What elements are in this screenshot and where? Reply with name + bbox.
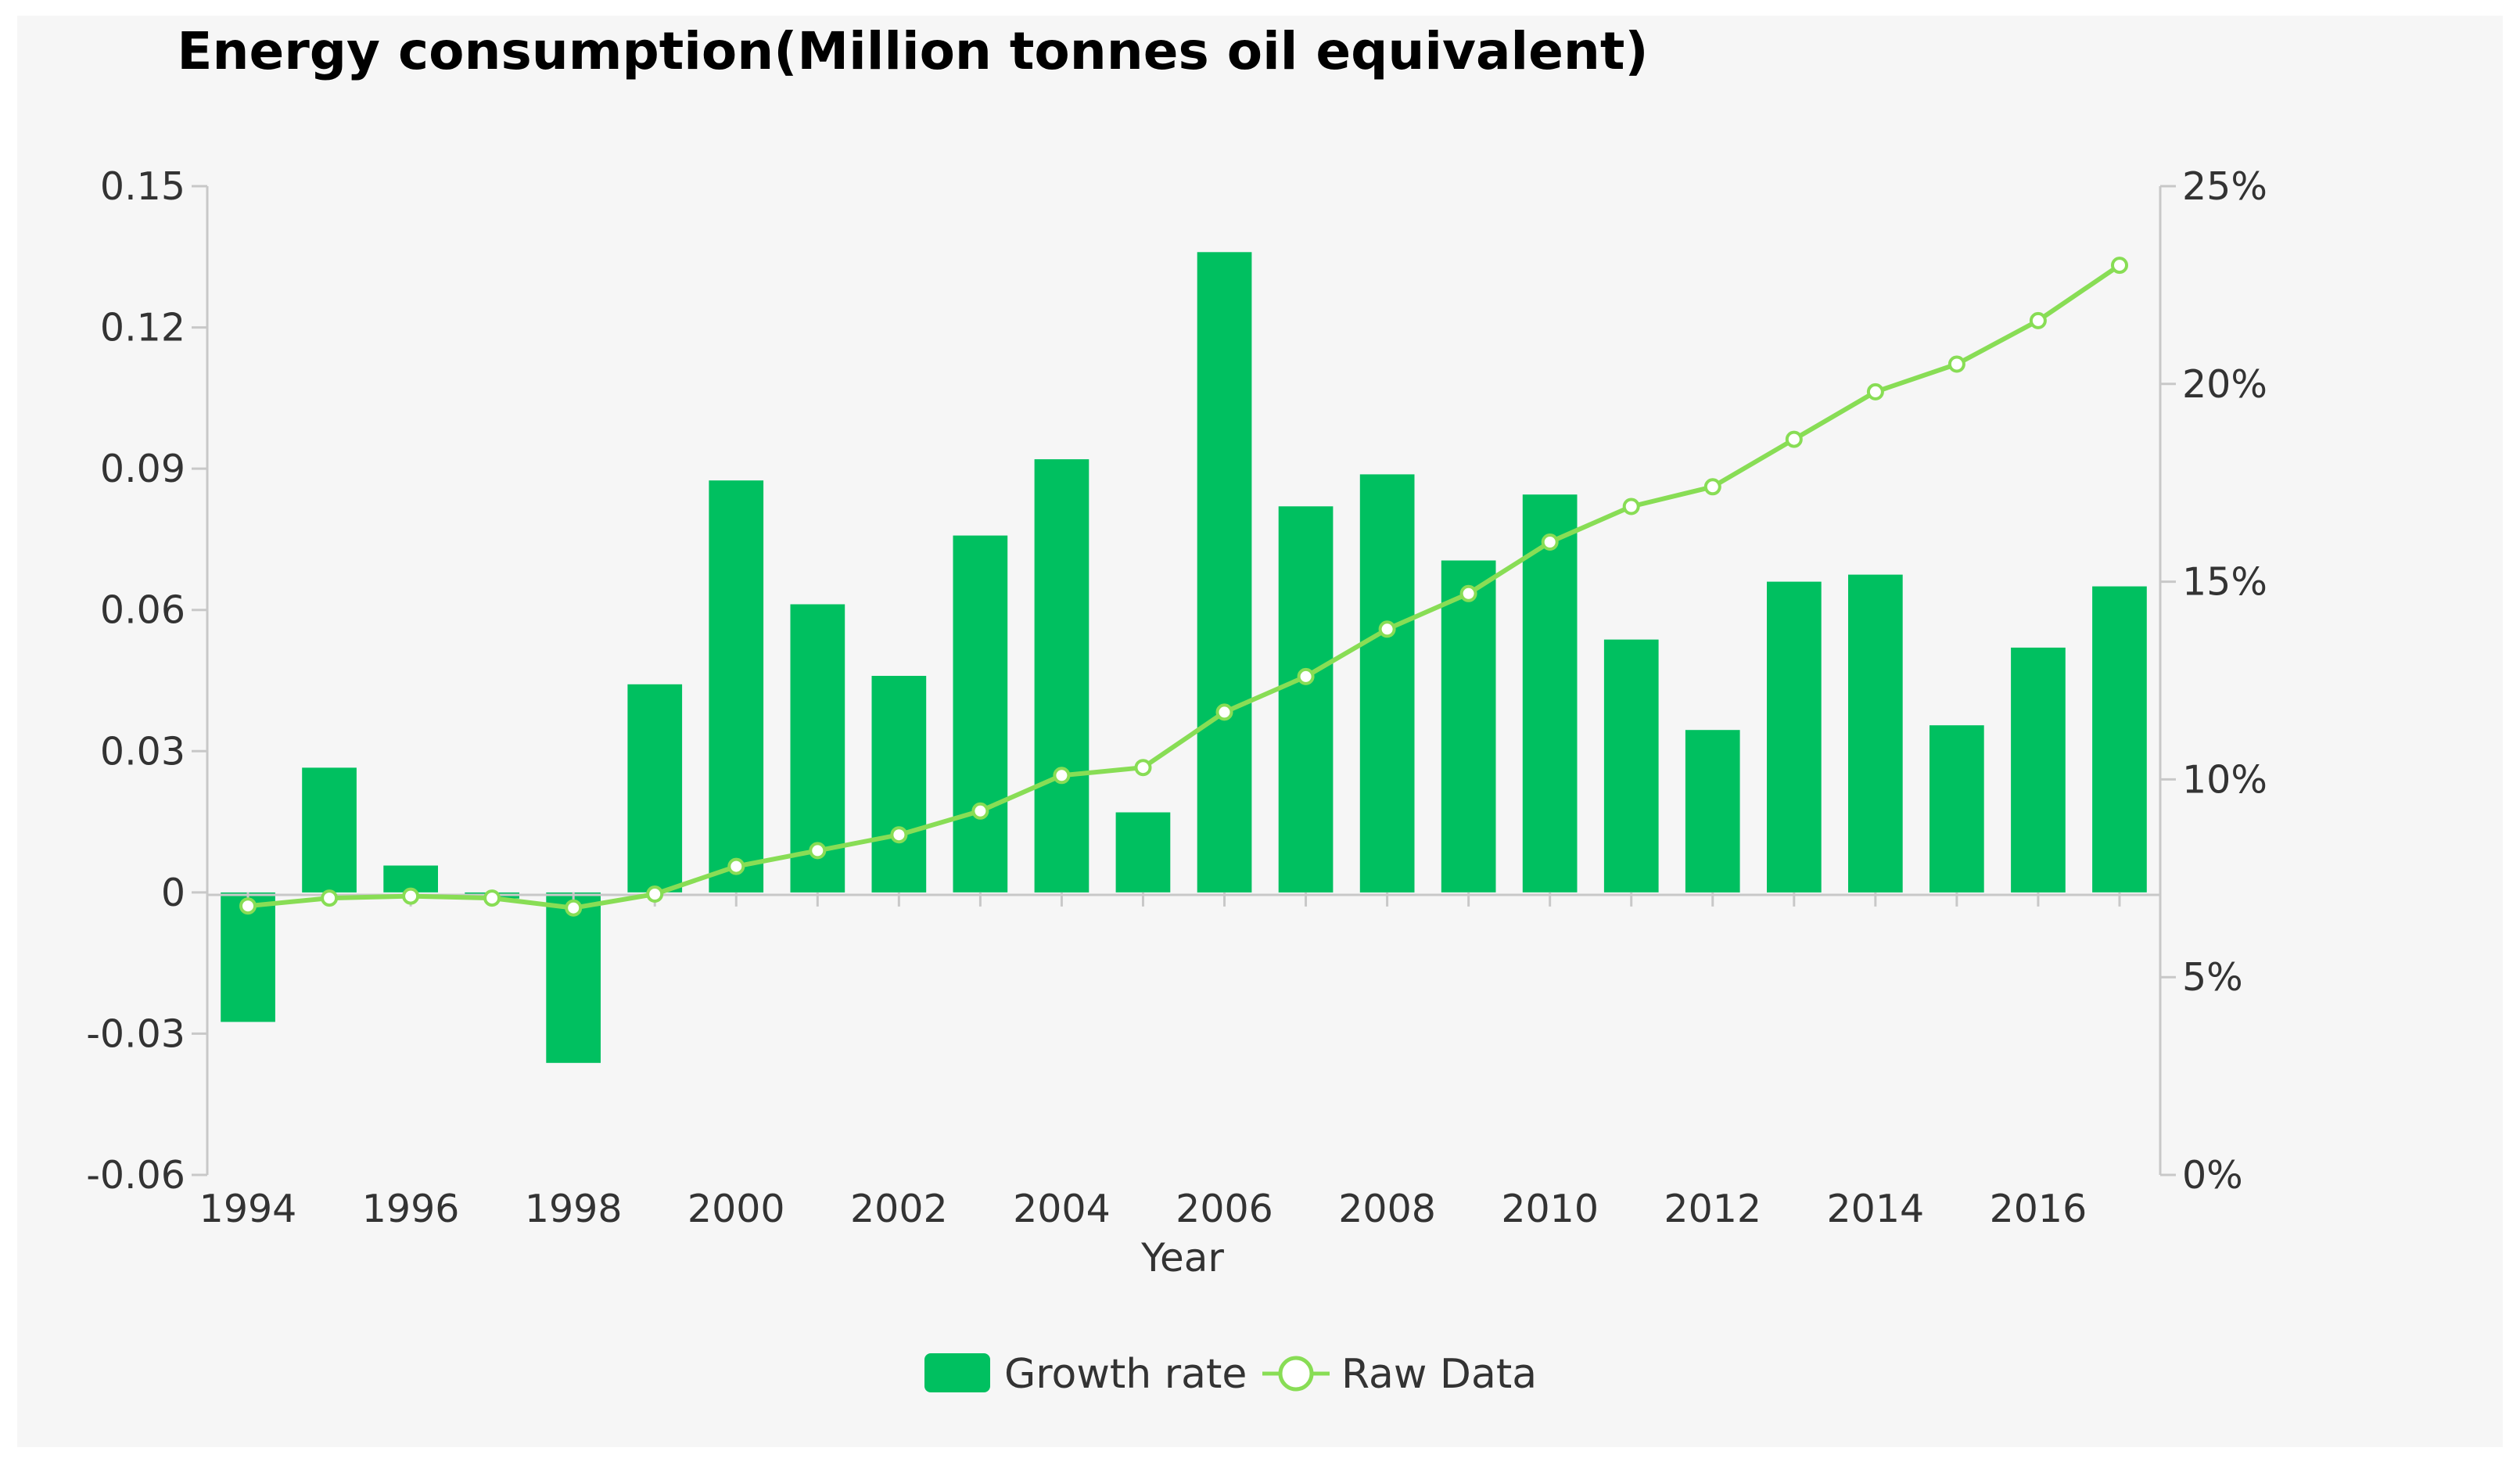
raw-data-point-2011	[1622, 498, 1640, 515]
bar-1995	[302, 767, 357, 893]
raw-data-point-2012	[1703, 478, 1721, 496]
left-tick-label: -0.03	[86, 1011, 185, 1056]
raw-data-point-1995	[321, 889, 339, 907]
legend-swatch-growth-rate	[924, 1353, 990, 1392]
right-tick-label: 5%	[2182, 955, 2243, 1000]
x-tick-label: 2006	[1176, 1187, 1273, 1231]
raw-data-point-2001	[809, 842, 827, 860]
bar-2016	[2011, 647, 2066, 893]
right-tick-label: 10%	[2182, 757, 2267, 802]
raw-data-point-2000	[727, 857, 745, 875]
raw-data-point-2008	[1378, 620, 1396, 638]
left-tick-label: 0.12	[100, 306, 185, 350]
x-axis-title: Year	[1140, 1235, 1224, 1281]
legend-marker-raw-data	[1278, 1356, 1314, 1392]
raw-data-point-2005	[1134, 759, 1152, 777]
raw-data-point-2010	[1541, 533, 1559, 551]
x-tick-label: 2010	[1501, 1187, 1599, 1231]
chart-container: Energy consumption(Million tonnes oil eq…	[17, 16, 2503, 1447]
x-tick-label: 2004	[1013, 1187, 1111, 1231]
x-tick-label: 2000	[687, 1187, 785, 1231]
raw-data-point-2016	[2029, 311, 2047, 329]
bar-2011	[1603, 639, 1659, 893]
raw-data-line-series	[239, 257, 2128, 917]
raw-data-point-1997	[483, 889, 501, 907]
left-tick-label: 0.15	[100, 164, 185, 209]
raw-data-point-2013	[1785, 430, 1803, 448]
raw-data-point-2002	[890, 826, 908, 844]
left-tick-label: 0.09	[100, 447, 185, 491]
x-tick-label: 1998	[525, 1187, 623, 1231]
raw-data-point-2003	[971, 802, 989, 820]
bar-2017	[2092, 586, 2147, 893]
right-tick-label: 0%	[2182, 1153, 2243, 1198]
bar-2004	[1034, 459, 1089, 893]
bar-2015	[1929, 725, 1984, 893]
left-tick-label: 0	[161, 871, 185, 915]
left-tick-label: -0.06	[86, 1153, 185, 1198]
right-y-ticks: 25% 20% 15% 10% 5% 0%	[2160, 164, 2267, 1198]
legend-item-raw-data[interactable]: Raw Data	[1262, 1351, 1537, 1398]
raw-data-point-1999	[646, 885, 664, 903]
x-tick-label: 2008	[1338, 1187, 1436, 1231]
bar-2013	[1767, 581, 1822, 893]
bar-2014	[1848, 574, 1903, 893]
raw-data-point-2015	[1947, 355, 1965, 373]
right-tick-label: 20%	[2182, 362, 2267, 407]
raw-data-point-2004	[1053, 767, 1071, 785]
raw-data-point-2009	[1459, 584, 1477, 602]
bar-2002	[871, 676, 927, 893]
legend-label-growth-rate: Growth rate	[1004, 1351, 1247, 1398]
bar-2007	[1278, 506, 1334, 893]
x-tick-label: 2014	[1827, 1187, 1925, 1231]
bar-2005	[1115, 812, 1171, 893]
legend: Growth rate Raw Data	[924, 1351, 1537, 1398]
raw-data-point-2017	[2111, 257, 2128, 275]
left-tick-label: 0.03	[100, 729, 185, 774]
raw-data-line	[247, 263, 2121, 911]
x-tick-label: 1994	[199, 1187, 297, 1231]
left-tick-label: 0.06	[100, 588, 185, 633]
raw-data-point-2007	[1297, 667, 1315, 685]
legend-label-raw-data: Raw Data	[1341, 1351, 1537, 1398]
chart-title: Energy consumption(Million tonnes oil eq…	[177, 21, 1648, 81]
left-y-ticks: 0.15 0.12 0.09 0.06 0.03 0 -0.03 -0.06	[86, 164, 207, 1198]
x-tick-label: 1996	[362, 1187, 460, 1231]
raw-data-point-2014	[1866, 383, 1884, 401]
raw-data-point-1994	[239, 897, 257, 915]
bar-1999	[627, 684, 683, 893]
bar-2012	[1685, 730, 1740, 893]
legend-item-growth-rate[interactable]: Growth rate	[924, 1351, 1247, 1398]
raw-data-point-2006	[1215, 703, 1233, 721]
combo-bar-line-chart: Energy consumption(Million tonnes oil eq…	[86, 21, 2267, 1398]
x-tick-label: 2002	[850, 1187, 948, 1231]
right-tick-label: 25%	[2182, 164, 2267, 209]
x-ticks: 1994 1996 1998 2000 2002 2004 2006 2008 2010 2012…	[199, 892, 2121, 1231]
bar-2006	[1197, 252, 1252, 893]
bar-1998	[546, 892, 601, 1063]
bar-2010	[1522, 494, 1578, 893]
bar-2000	[709, 480, 764, 893]
right-tick-label: 15%	[2182, 560, 2267, 605]
raw-data-point-1998	[565, 899, 583, 917]
bar-2009	[1441, 560, 1496, 893]
x-tick-label: 2012	[1664, 1187, 1761, 1231]
x-tick-label: 2016	[1990, 1187, 2087, 1231]
raw-data-point-1996	[402, 887, 420, 905]
bar-2003	[953, 535, 1008, 893]
growth-rate-bars	[221, 252, 2147, 1063]
bar-2008	[1359, 474, 1415, 893]
